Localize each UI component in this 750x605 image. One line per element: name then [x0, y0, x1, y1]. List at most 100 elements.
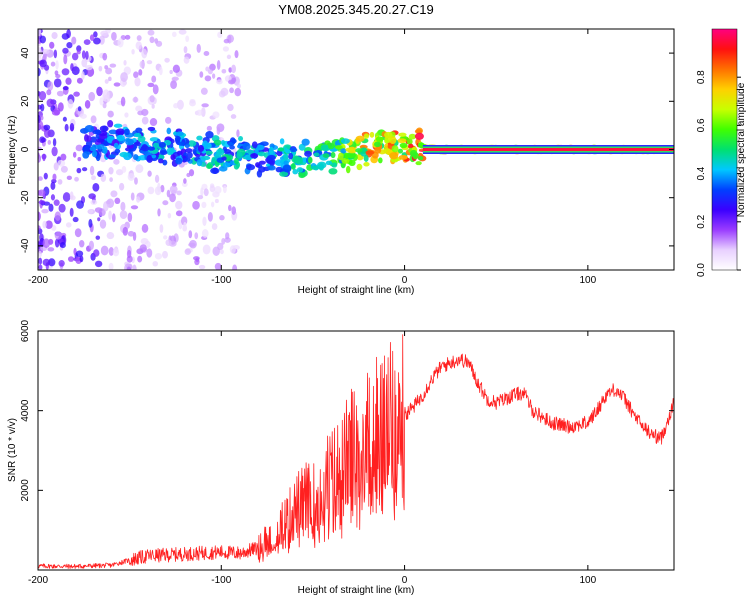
- spectrogram-band-blob: [397, 138, 407, 144]
- spectrogram-band-blob: [298, 143, 306, 151]
- spectrogram-noise-blob: [65, 222, 72, 228]
- spectrogram-noise-blob: [89, 165, 95, 176]
- spectrogram-band-blob: [212, 167, 219, 174]
- spectrogram-noise-blob: [65, 77, 72, 85]
- spectrogram-noise-blob: [85, 50, 89, 60]
- spectrogram-noise-blob: [134, 77, 141, 87]
- spectrogram-noise-blob: [47, 247, 55, 252]
- spectrogram-noise-blob: [126, 266, 132, 270]
- spectrogram-noise-blob: [127, 212, 133, 223]
- spectrogram-noise-blob: [188, 230, 193, 239]
- spectrogram-band-blob: [113, 123, 123, 128]
- spectrogram-noise-blob: [76, 77, 83, 84]
- spectrogram-noise-blob: [38, 176, 43, 181]
- spectrogram-noise-blob: [123, 60, 127, 66]
- spectrogram-noise-blob: [146, 248, 153, 258]
- spectrogram-noise-blob: [90, 115, 97, 124]
- spectrogram-band-blob: [307, 156, 313, 164]
- spectrogram-band-blob: [317, 161, 327, 169]
- spectrogram-noise-blob: [67, 256, 75, 262]
- spectrogram-band-blob: [222, 162, 231, 168]
- spectrogram-noise-blob: [76, 45, 82, 52]
- spectrogram-noise-blob: [88, 91, 96, 102]
- spectrogram-band-blob: [135, 127, 143, 133]
- x-tick-label: 0: [402, 275, 408, 286]
- spectrogram-noise-blob: [106, 231, 115, 240]
- spectrogram-band-blob: [113, 142, 119, 149]
- spectrogram-noise-blob: [195, 109, 203, 116]
- spectrogram-band-blob: [84, 125, 95, 133]
- spectrogram-noise-blob: [76, 200, 84, 209]
- spectrogram-noise-blob: [52, 173, 57, 181]
- spectrogram-noise-blob: [203, 50, 210, 56]
- spectrogram-noise-blob: [171, 31, 177, 38]
- spectrogram-band-blob: [313, 152, 320, 157]
- spectrogram-band-blob: [201, 155, 211, 161]
- spectrogram-noise-blob: [216, 127, 221, 135]
- spectrogram-noise-blob: [228, 67, 233, 73]
- spectrogram-noise-blob: [135, 41, 142, 50]
- spectrogram-noise-blob: [154, 174, 160, 183]
- spectrogram-noise-blob: [93, 37, 101, 45]
- spectrogram-band-blob: [174, 135, 182, 144]
- spectrogram-band-blob: [257, 151, 266, 157]
- spectrogram-band-blob: [331, 162, 338, 168]
- spectrogram-noise-blob: [141, 223, 149, 233]
- spectrogram-noise-blob: [50, 194, 56, 201]
- spectrogram-noise-blob: [79, 113, 87, 119]
- spectrogram-noise-blob: [60, 153, 67, 161]
- spectrogram-noise-blob: [62, 47, 69, 54]
- spectrogram-noise-blob: [75, 144, 83, 152]
- spectrogram-noise-blob: [56, 90, 65, 97]
- x-tick-label: 100: [580, 275, 597, 286]
- spectrogram-noise-blob: [210, 201, 215, 208]
- spectrogram-noise-blob: [93, 249, 100, 257]
- spectrogram-noise-blob: [139, 244, 147, 253]
- spectrogram-noise-blob: [108, 167, 114, 175]
- spectrogram-noise-blob: [206, 125, 212, 131]
- spectrogram-noise-blob: [76, 50, 81, 55]
- spectrogram-band-blob: [409, 149, 418, 158]
- spectrogram-band-blob: [108, 154, 116, 159]
- spectrogram-band-blob: [322, 153, 330, 158]
- spectrogram-band-blob: [91, 150, 98, 158]
- spectrogram-noise-blob: [234, 87, 242, 97]
- spectrogram-band-blob: [355, 148, 363, 153]
- spectrogram-noise-blob: [50, 181, 56, 190]
- spectrogram-y-ticks: -40 -20 0 20 40: [20, 47, 674, 253]
- spectrogram-noise-blob: [219, 215, 225, 221]
- spectrogram-noise-blob: [71, 36, 77, 45]
- snr-y-label: SNR (10 * v/v): [7, 418, 18, 482]
- y-tick-label: 4000: [20, 399, 31, 422]
- spectrogram-noise-blob: [133, 71, 139, 79]
- spectrogram-band-blob: [255, 144, 265, 151]
- spectrogram-noise-blob: [147, 29, 155, 36]
- spectrogram-noise-blob: [49, 41, 55, 49]
- spectrogram-band-blob: [397, 148, 403, 154]
- y-tick-label: 0: [20, 146, 31, 152]
- spectrogram-noise-blob: [124, 34, 131, 40]
- carrier-core-line: [422, 148, 674, 151]
- spectrogram-noise-blob: [203, 188, 209, 197]
- spectrogram-noise-blob: [42, 238, 51, 249]
- spectrogram-band-blob: [363, 133, 370, 139]
- spectrogram-noise-blob: [53, 78, 62, 88]
- figure-title: YM08.2025.345.20.27.C19: [278, 2, 433, 17]
- spectrogram-noise-blob: [105, 67, 113, 75]
- spectrogram-band-blob: [348, 159, 356, 167]
- spectrogram-noise-blob: [178, 29, 187, 35]
- spectrogram-noise-blob: [81, 71, 85, 80]
- spectrogram-band-blob: [197, 144, 205, 152]
- spectrogram-band-blob: [291, 162, 296, 170]
- colorbar-label: Normalized spectral amplitude: [736, 82, 747, 217]
- y-tick-label: 2000: [20, 479, 31, 502]
- spectrogram-noise-blob: [198, 264, 206, 270]
- spectrogram-noise-blob: [42, 220, 47, 229]
- spectrogram-noise-blob: [81, 50, 86, 60]
- colorbar-ticks: 0.0 0.2 0.4 0.6 0.8: [696, 70, 741, 277]
- spectrogram-band-blob: [96, 138, 105, 143]
- spectrogram-band-blob: [255, 162, 261, 168]
- spectrogram-noise-blob: [108, 76, 112, 82]
